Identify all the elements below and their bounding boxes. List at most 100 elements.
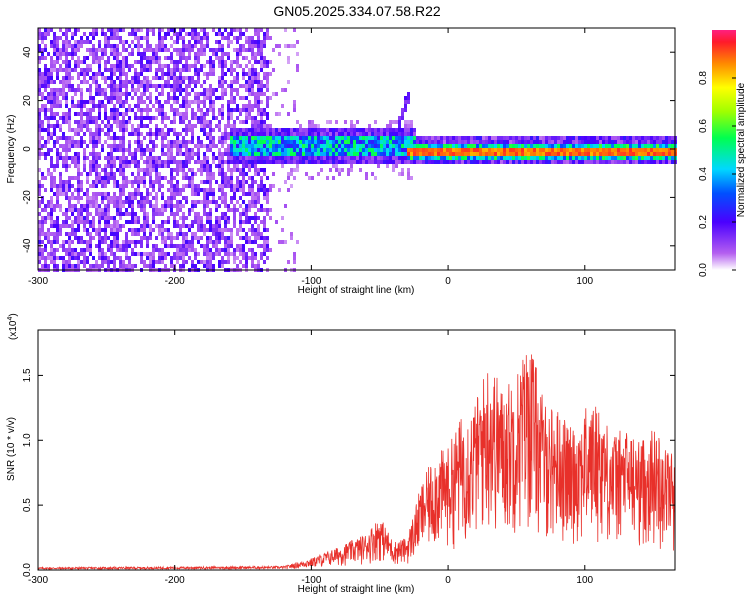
heatmap-cell: [527, 156, 530, 160]
heatmap-cell: [248, 144, 251, 148]
heatmap-cell: [434, 156, 437, 160]
heatmap-cell: [38, 88, 41, 92]
heatmap-cell: [311, 120, 314, 124]
heatmap-cell: [74, 204, 77, 208]
heatmap-cell: [149, 184, 152, 188]
heatmap-cell: [188, 240, 191, 244]
heatmap-cell: [188, 32, 191, 36]
heatmap-cell: [38, 28, 41, 32]
heatmap-cell: [272, 184, 275, 188]
heatmap-cell: [158, 180, 161, 184]
heatmap-cell: [182, 52, 185, 56]
heatmap-cell: [47, 200, 50, 204]
heatmap-cell: [170, 196, 173, 200]
heatmap-cell: [506, 140, 509, 144]
heatmap-cell: [443, 140, 446, 144]
heatmap-cell: [119, 76, 122, 80]
heatmap-cell: [509, 148, 512, 152]
heatmap-cell: [113, 136, 116, 140]
heatmap-cell: [119, 172, 122, 176]
heatmap-cell: [269, 128, 272, 132]
heatmap-cell: [170, 264, 173, 268]
heatmap-cell: [98, 204, 101, 208]
heatmap-cell: [77, 220, 80, 224]
heatmap-cell: [365, 156, 368, 160]
heatmap-cell: [191, 112, 194, 116]
heatmap-cell: [149, 192, 152, 196]
heatmap-cell: [38, 60, 41, 64]
heatmap-cell: [536, 160, 539, 164]
heatmap-cell: [320, 128, 323, 132]
heatmap-cell: [365, 176, 368, 180]
heatmap-cell: [260, 252, 263, 256]
heatmap-cell: [374, 140, 377, 144]
heatmap-cell: [347, 144, 350, 148]
heatmap-cell: [197, 60, 200, 64]
heatmap-cell: [653, 156, 656, 160]
heatmap-cell: [74, 112, 77, 116]
heatmap-cell: [650, 152, 653, 156]
heatmap-cell: [68, 84, 71, 88]
heatmap-cell: [167, 252, 170, 256]
heatmap-cell: [278, 140, 281, 144]
heatmap-cell: [137, 240, 140, 244]
heatmap-cell: [668, 140, 671, 144]
heatmap-cell: [248, 48, 251, 52]
heatmap-cell: [185, 64, 188, 68]
heatmap-cell: [95, 164, 98, 168]
heatmap-cell: [197, 188, 200, 192]
heatmap-cell: [407, 148, 410, 152]
heatmap-cell: [104, 76, 107, 80]
heatmap-cell: [551, 156, 554, 160]
x-tick-label: 0: [445, 276, 451, 287]
heatmap-cell: [635, 152, 638, 156]
heatmap-cell: [644, 156, 647, 160]
heatmap-cell: [623, 160, 626, 164]
heatmap-cell: [269, 36, 272, 40]
heatmap-cell: [248, 104, 251, 108]
heatmap-cell: [338, 156, 341, 160]
heatmap-cell: [218, 60, 221, 64]
heatmap-cell: [80, 72, 83, 76]
heatmap-cell: [74, 104, 77, 108]
heatmap-cell: [611, 136, 614, 140]
heatmap-cell: [296, 52, 299, 56]
heatmap-cell: [239, 248, 242, 252]
heatmap-cell: [74, 208, 77, 212]
heatmap-cell: [284, 148, 287, 152]
heatmap-cell: [92, 204, 95, 208]
heatmap-cell: [266, 132, 269, 136]
heatmap-cell: [659, 136, 662, 140]
heatmap-cell: [89, 200, 92, 204]
heatmap-cell: [626, 148, 629, 152]
heatmap-cell: [140, 60, 143, 64]
heatmap-cell: [284, 152, 287, 156]
heatmap-cell: [146, 32, 149, 36]
heatmap-cell: [188, 156, 191, 160]
heatmap-cell: [254, 40, 257, 44]
heatmap-cell: [182, 164, 185, 168]
heatmap-cell: [146, 168, 149, 172]
heatmap-cell: [173, 80, 176, 84]
heatmap-cell: [74, 52, 77, 56]
heatmap-cell: [257, 80, 260, 84]
heatmap-cell: [629, 156, 632, 160]
heatmap-cell: [191, 176, 194, 180]
heatmap-cell: [305, 156, 308, 160]
heatmap-cell: [623, 152, 626, 156]
heatmap-cell: [155, 208, 158, 212]
heatmap-cell: [101, 176, 104, 180]
heatmap-cell: [485, 136, 488, 140]
heatmap-cell: [251, 120, 254, 124]
heatmap-cell: [137, 60, 140, 64]
heatmap-cell: [248, 76, 251, 80]
heatmap-cell: [119, 228, 122, 232]
heatmap-cell: [62, 48, 65, 52]
heatmap-cell: [191, 172, 194, 176]
heatmap-cell: [263, 92, 266, 96]
heatmap-cell: [215, 224, 218, 228]
heatmap-cell: [185, 260, 188, 264]
heatmap-cell: [176, 48, 179, 52]
heatmap-cell: [224, 132, 227, 136]
heatmap-cell: [227, 116, 230, 120]
